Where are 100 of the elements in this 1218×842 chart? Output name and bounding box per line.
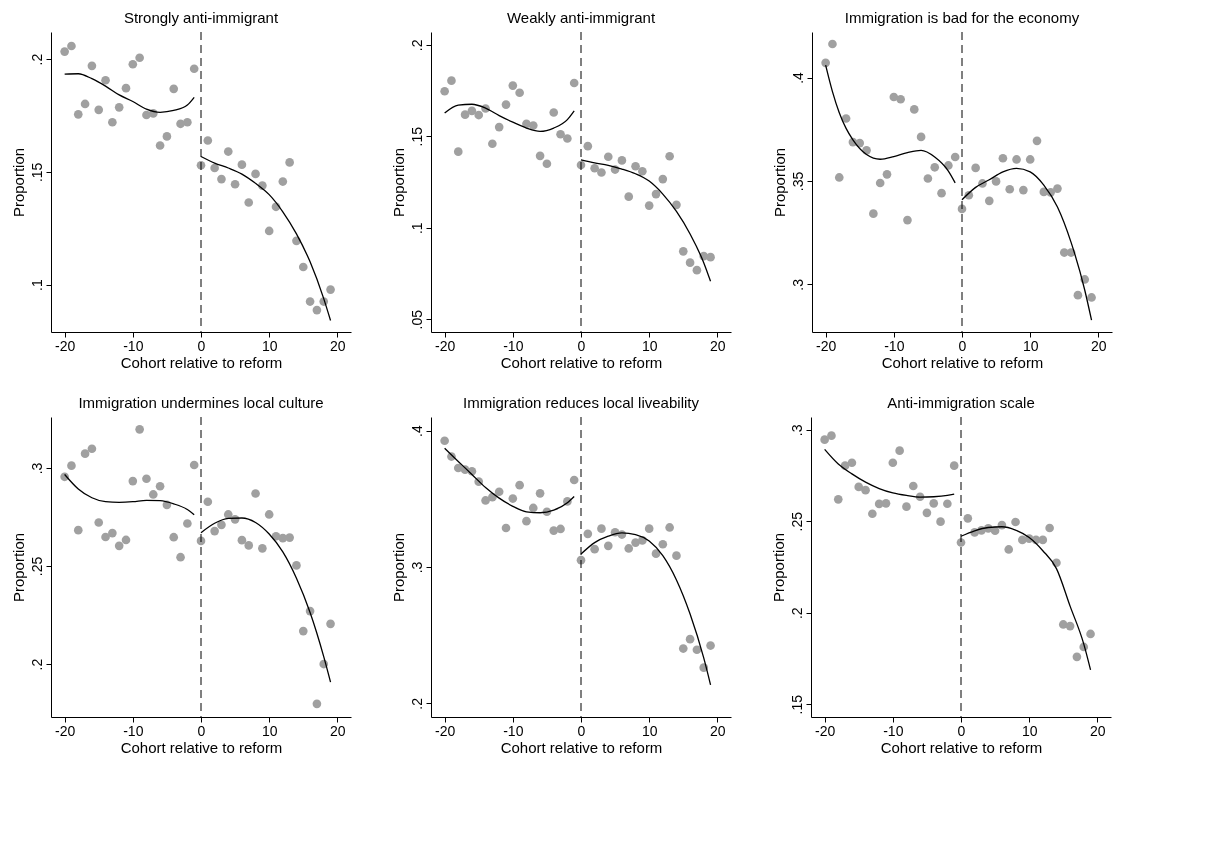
point	[326, 619, 335, 629]
y-tick-label: .2	[28, 658, 45, 671]
point	[210, 163, 219, 173]
point	[258, 544, 267, 553]
point	[603, 152, 613, 162]
point	[685, 634, 695, 644]
point	[603, 541, 613, 551]
point	[597, 524, 606, 533]
x-axis-title: Cohort relative to reform	[120, 738, 283, 756]
point	[237, 160, 247, 169]
x-tick-label: -10	[884, 337, 905, 354]
x-tick-label: 20	[330, 722, 346, 739]
point	[481, 496, 490, 505]
point	[128, 59, 138, 69]
point	[217, 520, 226, 530]
point	[87, 444, 97, 454]
point	[1073, 290, 1083, 300]
y-axis-title: Proportion	[389, 532, 407, 603]
line-series	[200, 155, 332, 322]
point	[631, 538, 640, 547]
x-tick-label: 0	[577, 337, 586, 354]
point	[515, 88, 524, 98]
y-axis-title: Proportion	[389, 147, 407, 218]
point	[121, 83, 131, 93]
x-tick-label: 0	[957, 722, 966, 739]
y-tick-label: .15	[28, 162, 45, 183]
point	[155, 141, 165, 150]
point	[203, 497, 213, 507]
point	[624, 192, 634, 201]
point	[1086, 629, 1095, 639]
point	[651, 189, 661, 199]
point	[882, 170, 892, 179]
point	[821, 58, 830, 68]
x-tick-label: 10	[641, 722, 658, 739]
point	[984, 196, 994, 206]
y-tick-label: .3	[788, 424, 805, 437]
point	[549, 108, 559, 117]
x-tick-label: -10	[123, 722, 144, 739]
point	[706, 252, 715, 262]
point	[875, 178, 885, 188]
point	[936, 517, 945, 526]
point	[244, 541, 254, 550]
point	[963, 514, 973, 523]
y-tick-label: .35	[789, 171, 806, 192]
point	[142, 110, 151, 120]
point	[556, 524, 565, 534]
point	[923, 174, 933, 183]
point	[494, 122, 504, 132]
point	[223, 510, 233, 519]
y-tick-label: .25	[788, 511, 805, 532]
point	[916, 132, 926, 142]
point	[861, 485, 870, 495]
point	[1005, 184, 1015, 194]
x-axis-title: Cohort relative to reform	[880, 738, 1043, 756]
point	[251, 489, 260, 498]
point	[678, 247, 688, 256]
y-tick-label: .2	[408, 39, 425, 52]
point	[501, 100, 511, 109]
point	[251, 169, 260, 179]
point	[672, 200, 681, 210]
x-tick-label: -20	[55, 337, 76, 354]
x-tick-label: -10	[883, 722, 904, 739]
point	[1038, 535, 1048, 545]
line-series	[443, 103, 575, 132]
point	[189, 64, 199, 74]
x-tick-label: -20	[815, 722, 836, 739]
point	[1004, 545, 1014, 554]
point	[278, 177, 288, 186]
point	[903, 215, 912, 225]
point	[1065, 621, 1075, 631]
x-tick-label: 0	[197, 337, 206, 354]
point	[244, 198, 254, 207]
point	[1012, 155, 1021, 164]
x-tick-label: 0	[197, 722, 206, 739]
point	[569, 78, 579, 88]
point	[949, 461, 959, 470]
chart-title: Anti-immigration scale	[887, 393, 1035, 411]
point	[535, 489, 545, 498]
point	[515, 480, 524, 490]
point	[685, 258, 695, 267]
y-tick-label: .2	[28, 53, 45, 66]
point	[460, 110, 470, 119]
y-tick-label: .05	[408, 309, 425, 330]
x-tick-label: -20	[435, 337, 456, 354]
point	[896, 94, 905, 104]
x-tick-label: 0	[577, 722, 586, 739]
point	[73, 525, 83, 535]
point	[929, 499, 939, 508]
point	[488, 139, 497, 149]
point	[1025, 155, 1035, 164]
point	[569, 475, 579, 485]
point	[223, 147, 233, 156]
point	[169, 532, 179, 542]
point	[467, 106, 477, 116]
chart-title: Weakly anti-immigrant	[506, 8, 656, 26]
point	[101, 75, 110, 85]
x-tick-label: 10	[261, 722, 278, 739]
point	[292, 561, 301, 570]
point	[1053, 184, 1062, 193]
point	[895, 446, 904, 455]
